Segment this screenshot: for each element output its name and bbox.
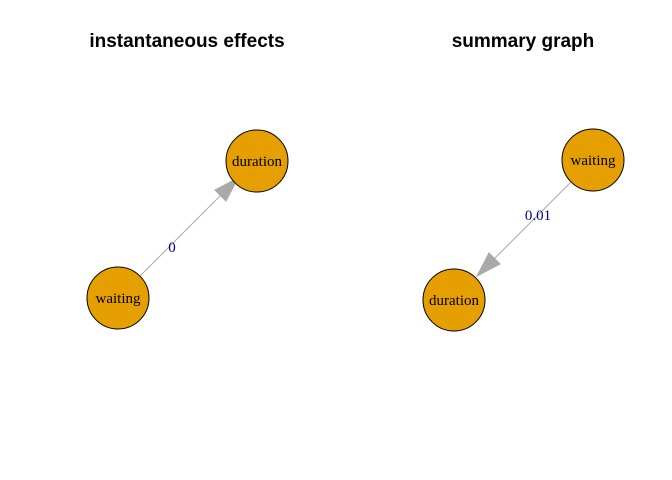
node-label-duration-summary: duration xyxy=(429,293,479,309)
node-waiting-summary: waiting xyxy=(561,128,625,192)
edge-label-summary: 0.01 xyxy=(525,208,551,224)
node-circle-waiting-summary xyxy=(561,128,625,192)
panel-instantaneous-effects: instantaneous effects 0 waiting duration xyxy=(86,31,289,330)
panel-title-summary: summary graph xyxy=(452,31,595,52)
edge-arrowhead-instantaneous xyxy=(214,176,240,202)
edge-waiting-to-duration-summary: 0.01 xyxy=(475,181,572,278)
node-circle-waiting-instantaneous xyxy=(86,266,150,330)
node-duration-instantaneous: duration xyxy=(225,129,289,193)
node-label-waiting-summary: waiting xyxy=(571,153,616,169)
node-label-duration-instantaneous: duration xyxy=(232,154,282,170)
edge-arrowhead-summary xyxy=(475,252,501,278)
node-duration-summary: duration xyxy=(422,268,486,332)
edge-waiting-to-duration-instantaneous: 0 xyxy=(139,176,240,277)
edge-line-summary xyxy=(485,181,572,268)
node-waiting-instantaneous: waiting xyxy=(86,266,150,330)
node-label-waiting-instantaneous: waiting xyxy=(96,291,141,307)
panel-title-instantaneous: instantaneous effects xyxy=(89,31,284,52)
node-circle-duration-instantaneous xyxy=(225,129,289,193)
node-circle-duration-summary xyxy=(422,268,486,332)
edge-label-instantaneous: 0 xyxy=(168,240,176,256)
edge-line-instantaneous xyxy=(139,186,230,277)
panel-summary-graph: summary graph 0.01 waiting duration xyxy=(422,31,625,332)
